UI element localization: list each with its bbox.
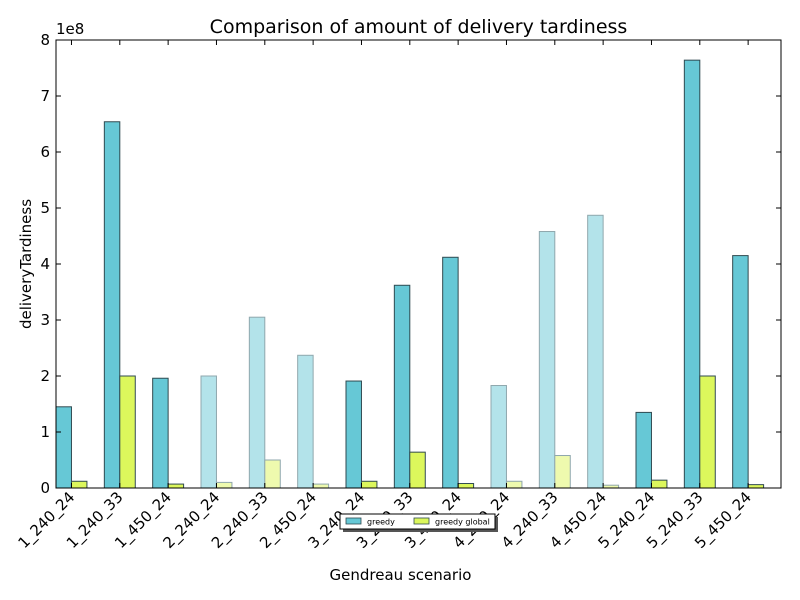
y-tick-label: 7 bbox=[40, 87, 50, 105]
bar-greedy-global-5_240_33 bbox=[699, 375, 716, 489]
bar-greedy-3_450_24 bbox=[442, 256, 459, 489]
bar-greedy-global-3_450_24 bbox=[457, 483, 475, 489]
y-tick-label: 3 bbox=[40, 311, 50, 329]
bar-greedy-1_450_24 bbox=[152, 377, 169, 489]
bar-greedy-2_240_33 bbox=[248, 316, 266, 489]
bar-greedy-5_240_24 bbox=[635, 411, 652, 489]
bar-greedy-5_450_24 bbox=[732, 255, 749, 489]
bar-greedy-1_240_33 bbox=[103, 121, 121, 489]
bar-greedy-4_450_24 bbox=[587, 214, 604, 489]
bar-greedy-3_240_24 bbox=[345, 380, 362, 489]
x-axis-title: Gendreau scenario bbox=[330, 566, 472, 584]
bar-greedy-global-5_450_24 bbox=[747, 484, 765, 489]
y-offset-text: 1e8 bbox=[56, 20, 84, 38]
bar-greedy-global-3_240_24 bbox=[360, 480, 378, 489]
bar-greedy-global-1_240_33 bbox=[119, 375, 136, 489]
bar-greedy-global-5_240_24 bbox=[650, 479, 668, 489]
bar-greedy-2_450_24 bbox=[297, 354, 314, 489]
y-tick-label: 0 bbox=[40, 479, 50, 497]
y-tick-label: 4 bbox=[40, 255, 50, 273]
legend-swatch-greedy-global bbox=[413, 517, 430, 525]
bar-greedy-global-2_240_33 bbox=[264, 459, 281, 489]
bar-greedy-global-2_240_24 bbox=[215, 481, 233, 489]
y-axis-title: deliveryTardiness bbox=[17, 199, 35, 329]
y-axis: 0 1 2 3 4 5 6 7 8 bbox=[40, 31, 781, 497]
bar-greedy-2_240_24 bbox=[200, 375, 217, 489]
legend-label-greedy-global: greedy global bbox=[435, 518, 490, 527]
legend-label-greedy: greedy bbox=[367, 518, 395, 527]
bar-greedy-global-4_240_33 bbox=[554, 455, 571, 489]
bar-greedy-5_240_33 bbox=[683, 59, 701, 489]
y-tick-label: 1 bbox=[40, 423, 50, 441]
bar-greedy-3_240_33 bbox=[393, 284, 411, 489]
bar-greedy-4_240_24 bbox=[490, 385, 507, 489]
legend-swatch-greedy bbox=[345, 517, 362, 525]
bar-greedy-1_240_24 bbox=[55, 406, 72, 489]
y-tick-label: 5 bbox=[40, 199, 50, 217]
y-tick-label: 6 bbox=[40, 143, 50, 161]
y-tick-label: 2 bbox=[40, 367, 50, 385]
bar-greedy-global-1_240_24 bbox=[70, 480, 88, 489]
y-tick-label: 8 bbox=[40, 31, 50, 49]
bar-greedy-global-3_240_33 bbox=[409, 451, 426, 489]
legend: greedy greedy global bbox=[339, 513, 498, 532]
bar-greedy-global-4_240_24 bbox=[505, 480, 523, 489]
bar-greedy-global-1_450_24 bbox=[167, 483, 185, 489]
bar-greedy-global-2_450_24 bbox=[312, 483, 330, 489]
bars-group bbox=[55, 59, 765, 489]
chart-title: Comparison of amount of delivery tardine… bbox=[210, 16, 628, 38]
bar-greedy-4_240_33 bbox=[538, 231, 556, 489]
